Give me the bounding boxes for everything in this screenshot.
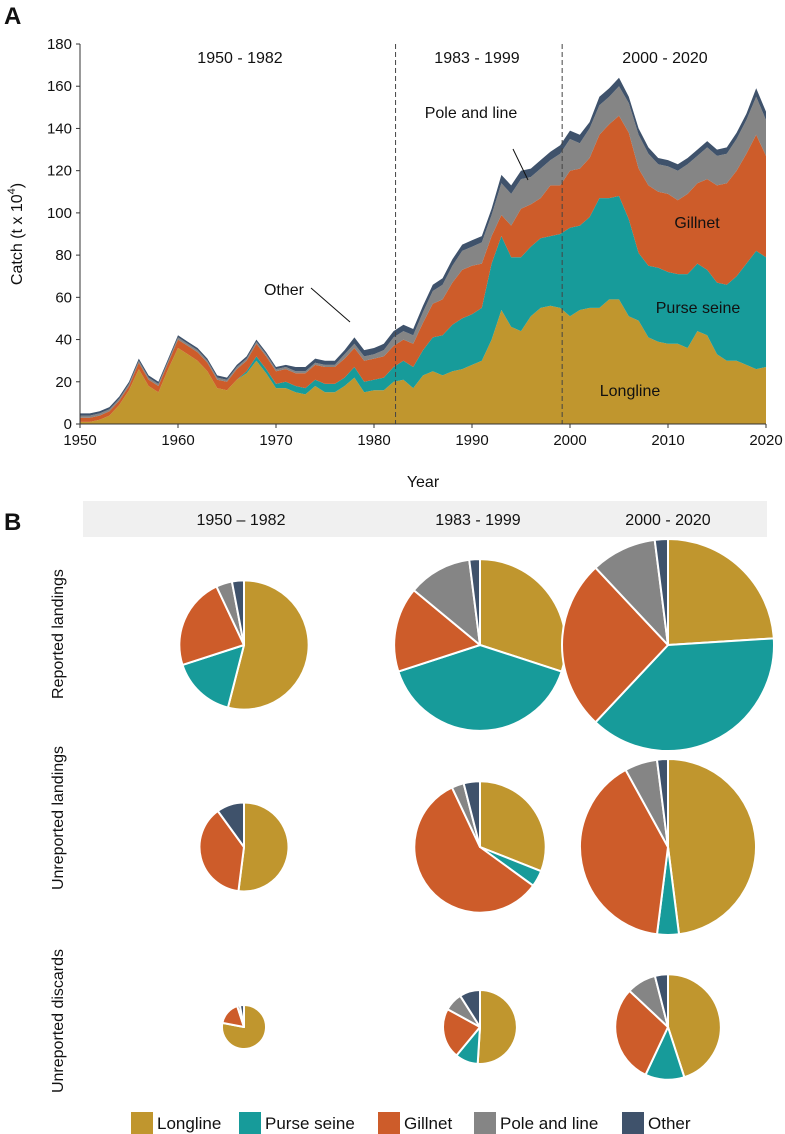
legend-label-gillnet: Gillnet [404, 1114, 452, 1133]
legend-swatch-pole-and-line [474, 1112, 496, 1134]
area-longline [80, 299, 766, 424]
pie-slice-gillnet [413, 786, 535, 914]
period-divider-lines [395, 44, 563, 424]
x-tick-label: 2010 [651, 432, 684, 449]
y-tick-label: 60 [55, 289, 72, 306]
x-tick-label: 1970 [259, 432, 292, 449]
pie-slice-longline [226, 579, 310, 711]
x-tick-label: 1960 [161, 432, 194, 449]
pie-slice-gillnet [198, 809, 245, 893]
pie-reported-landings-2000-2020 [561, 538, 775, 752]
legend-swatch-purse-seine [239, 1112, 261, 1134]
pie-slice-pole-and-line [412, 558, 481, 646]
legend-label-pole-and-line: Pole and line [500, 1114, 598, 1133]
pie-slice-other [655, 758, 669, 848]
pie-slice-longline [667, 538, 775, 646]
y-tick-label: 20 [55, 374, 72, 391]
annotation-longline: Longline [600, 383, 661, 400]
column-header-1950-1982: 1950 – 1982 [197, 512, 286, 529]
row-label-unreported-landings: Unreported landings [50, 746, 67, 890]
pie-slice-purse-seine [397, 644, 563, 732]
pie-slice-other [462, 780, 481, 848]
annotation-purse-seine: Purse seine [656, 300, 741, 317]
y-tick-label: 160 [47, 78, 72, 95]
legend-swatch-other [622, 1112, 644, 1134]
pie-slice-other [459, 989, 481, 1028]
column-header-2000-2020: 2000 - 2020 [625, 512, 711, 529]
pie-grid [178, 538, 775, 1081]
pie-reported-landings-1950-1982 [178, 579, 310, 711]
legend-label-longline: Longline [157, 1114, 221, 1133]
y-axis-title-superscript: 4 [6, 188, 18, 194]
pie-slice-other [653, 538, 669, 646]
y-tick-labels: 0 20 40 60 80 100 120 140 160 180 [47, 36, 80, 433]
pie-slice-longline [476, 989, 518, 1065]
pie-unreported-discards-1983-1999 [442, 989, 518, 1065]
period-label-1: 1950 - 1982 [197, 50, 283, 67]
legend: Longline Purse seine Gillnet Pole and li… [131, 1112, 691, 1134]
legend-label-purse-seine: Purse seine [265, 1114, 355, 1133]
pie-slice-other [216, 801, 245, 848]
period-label-2: 1983 - 1999 [434, 50, 520, 67]
pie-slice-longline [667, 973, 722, 1079]
x-tick-labels: 1950 1960 1970 1980 1990 2000 2010 2020 [63, 424, 783, 449]
x-tick-label: 1990 [455, 432, 488, 449]
column-header-1983-1999: 1983 - 1999 [435, 512, 521, 529]
pie-slice-other [238, 1004, 245, 1028]
pie-reported-landings-1983-1999 [393, 558, 567, 732]
row-label-reported-landings: Reported landings [50, 569, 67, 699]
x-tick-label: 2000 [553, 432, 586, 449]
legend-swatch-gillnet [378, 1112, 400, 1134]
y-tick-label: 40 [55, 332, 72, 349]
period-label-3: 2000 - 2020 [622, 50, 708, 67]
y-tick-label: 0 [64, 416, 72, 433]
pie-unreported-landings-2000-2020 [579, 758, 757, 936]
legend-label-other: Other [648, 1114, 691, 1133]
x-tick-label: 1980 [357, 432, 390, 449]
y-tick-label: 100 [47, 205, 72, 222]
pie-unreported-landings-1950-1982 [198, 801, 290, 893]
annotation-pole-and-line-pointer [512, 148, 529, 181]
pie-slice-gillnet [561, 566, 669, 724]
y-axis-title-close: ) [9, 183, 26, 188]
pie-slice-other [468, 558, 481, 646]
legend-swatch-longline [131, 1112, 153, 1134]
annotation-pole-and-line: Pole and line [425, 105, 518, 122]
pie-slice-gillnet [178, 585, 245, 666]
panel-a-label: A [4, 3, 21, 30]
area-gillnet [80, 115, 766, 422]
y-axis-title: Catch (t x 104) [6, 183, 26, 285]
area-purse-seine [80, 196, 766, 422]
column-header-band [83, 501, 767, 537]
x-tick-label: 2020 [749, 432, 782, 449]
pie-slice-longline [667, 758, 757, 936]
stacked-area-layers [80, 77, 766, 424]
annotation-gillnet: Gillnet [674, 215, 720, 232]
panel-b-label: B [4, 509, 21, 536]
pie-slice-gillnet [614, 989, 669, 1076]
y-tick-label: 140 [47, 120, 72, 137]
pie-slice-other [230, 579, 245, 646]
pie-unreported-discards-1950-1982 [221, 1004, 267, 1050]
pie-unreported-discards-2000-2020 [614, 973, 722, 1081]
pie-slice-purse-seine [594, 637, 775, 752]
y-tick-label: 120 [47, 163, 72, 180]
annotation-other: Other [264, 282, 305, 299]
pie-slice-gillnet [393, 589, 481, 673]
pie-slice-gillnet [579, 768, 669, 936]
pie-slice-other [653, 973, 669, 1028]
pie-unreported-landings-1983-1999 [413, 780, 547, 914]
y-tick-label: 80 [55, 247, 72, 264]
pie-slice-gillnet [442, 1008, 481, 1057]
row-label-unreported-discards: Unreported discards [50, 949, 67, 1093]
pie-slice-longline [237, 801, 290, 893]
panel-a-axes [79, 44, 766, 425]
x-tick-label: 1950 [63, 432, 96, 449]
pie-slice-longline [479, 780, 547, 873]
y-tick-label: 180 [47, 36, 72, 53]
x-axis-title: Year [407, 474, 440, 491]
annotation-other-pointer [310, 287, 351, 323]
y-axis-title-main: Catch (t x 10 [9, 194, 26, 285]
